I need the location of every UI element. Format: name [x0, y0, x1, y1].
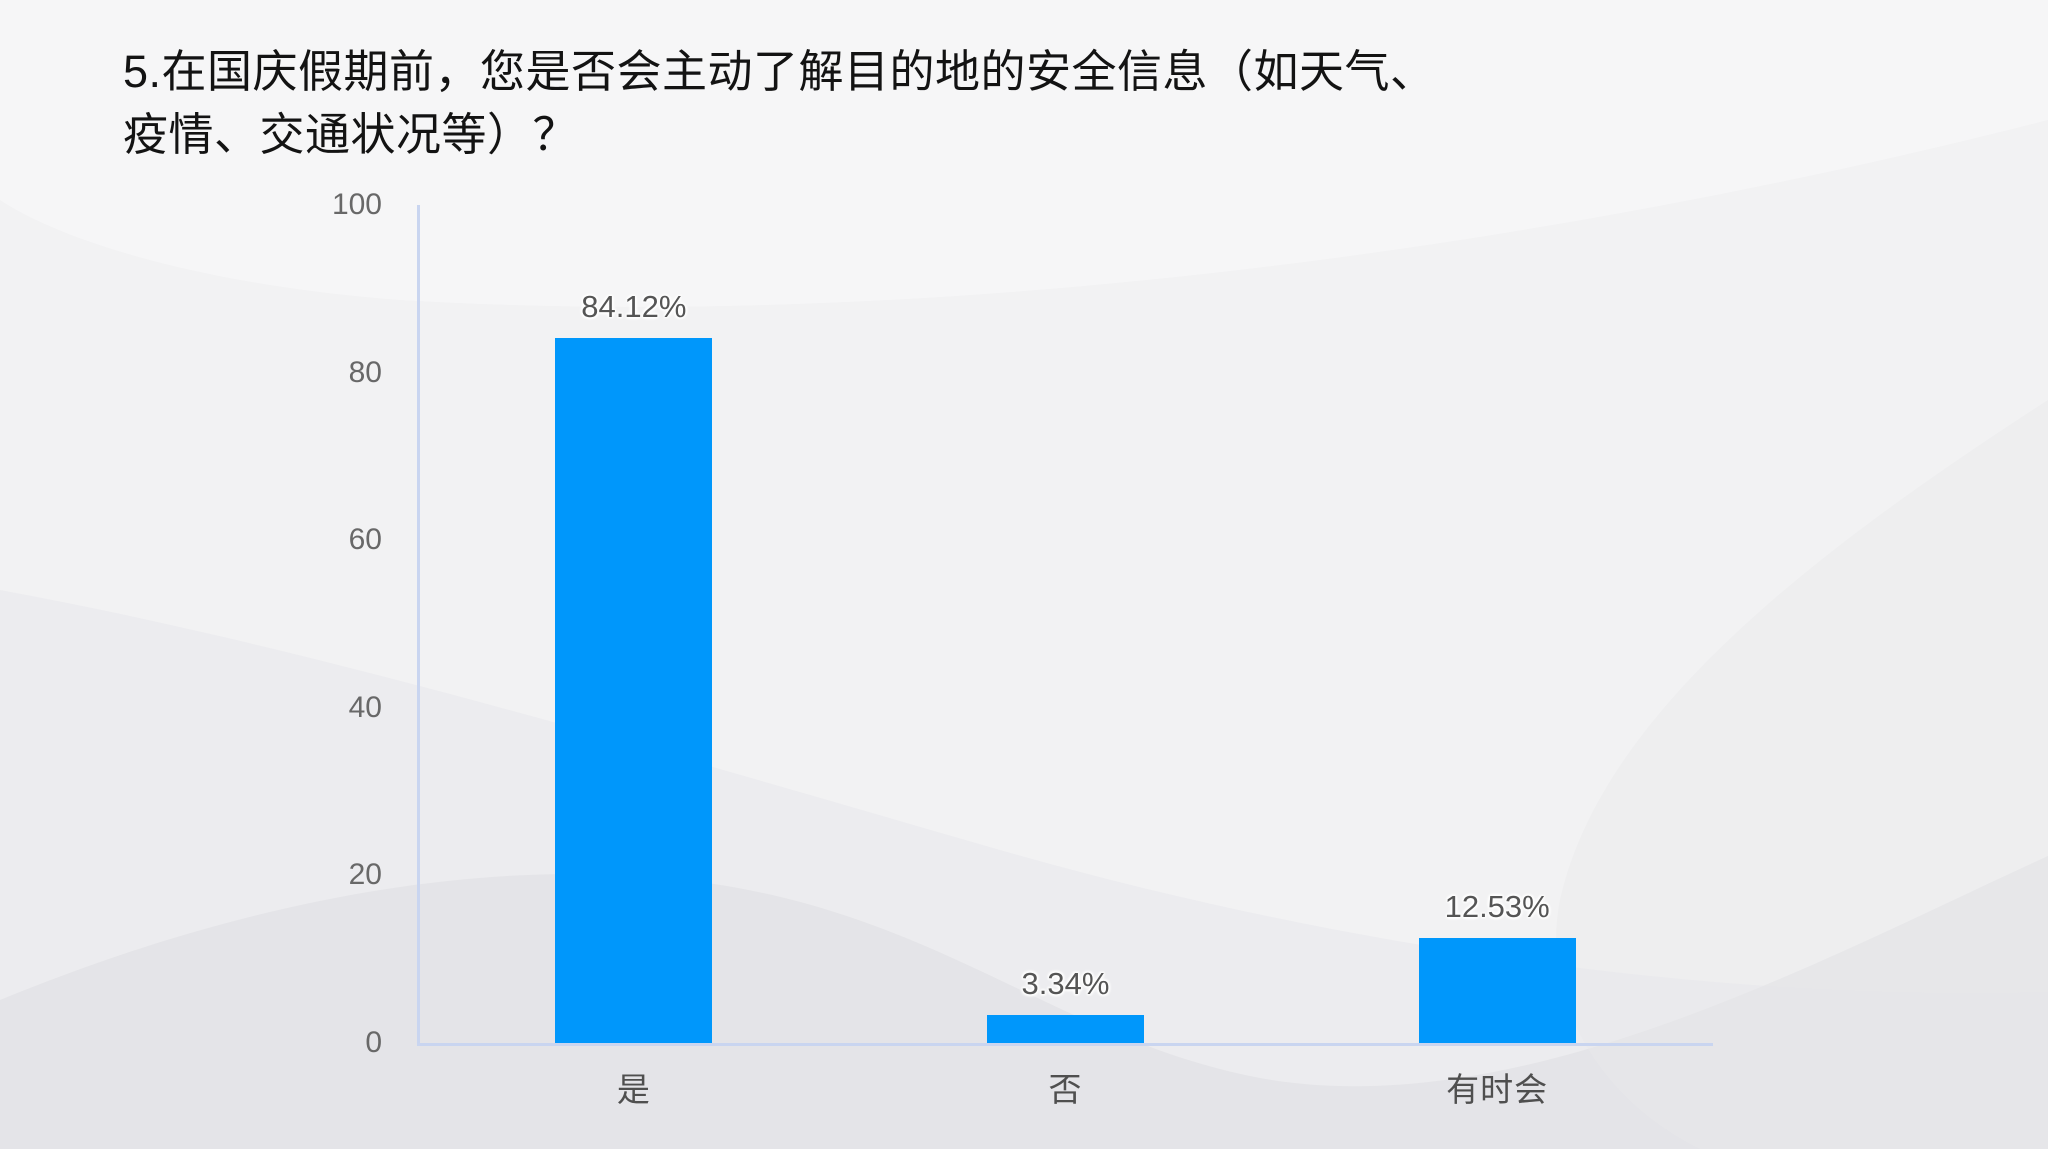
bar	[555, 338, 713, 1043]
question-title-line-2: 疫情、交通状况等）？	[123, 109, 579, 160]
category-label: 有时会	[1446, 1071, 1549, 1108]
bar-value-label: 12.53%	[1444, 888, 1550, 924]
y-axis-line	[417, 205, 420, 1046]
y-tick-label: 60	[348, 523, 382, 557]
y-tick-label: 80	[348, 355, 382, 389]
category-label: 是	[616, 1071, 651, 1108]
bar	[987, 1015, 1144, 1043]
y-tick-label: 40	[348, 690, 382, 724]
category-label: 否	[1048, 1071, 1083, 1108]
question-title-line-1: 5.在国庆假期前，您是否会主动了解目的地的安全信息（如天气、	[123, 46, 1436, 97]
x-axis-line	[417, 1043, 1713, 1046]
y-tick-label: 20	[348, 858, 382, 892]
question-title: 5.在国庆假期前，您是否会主动了解目的地的安全信息（如天气、 疫情、交通状况等）…	[123, 40, 1683, 166]
y-tick-label: 100	[331, 188, 382, 221]
y-tick-label: 0	[365, 1026, 382, 1059]
bar	[1418, 937, 1576, 1043]
bar-value-label: 3.34%	[1021, 966, 1110, 1001]
bar-value-label: 84.12%	[581, 289, 687, 325]
